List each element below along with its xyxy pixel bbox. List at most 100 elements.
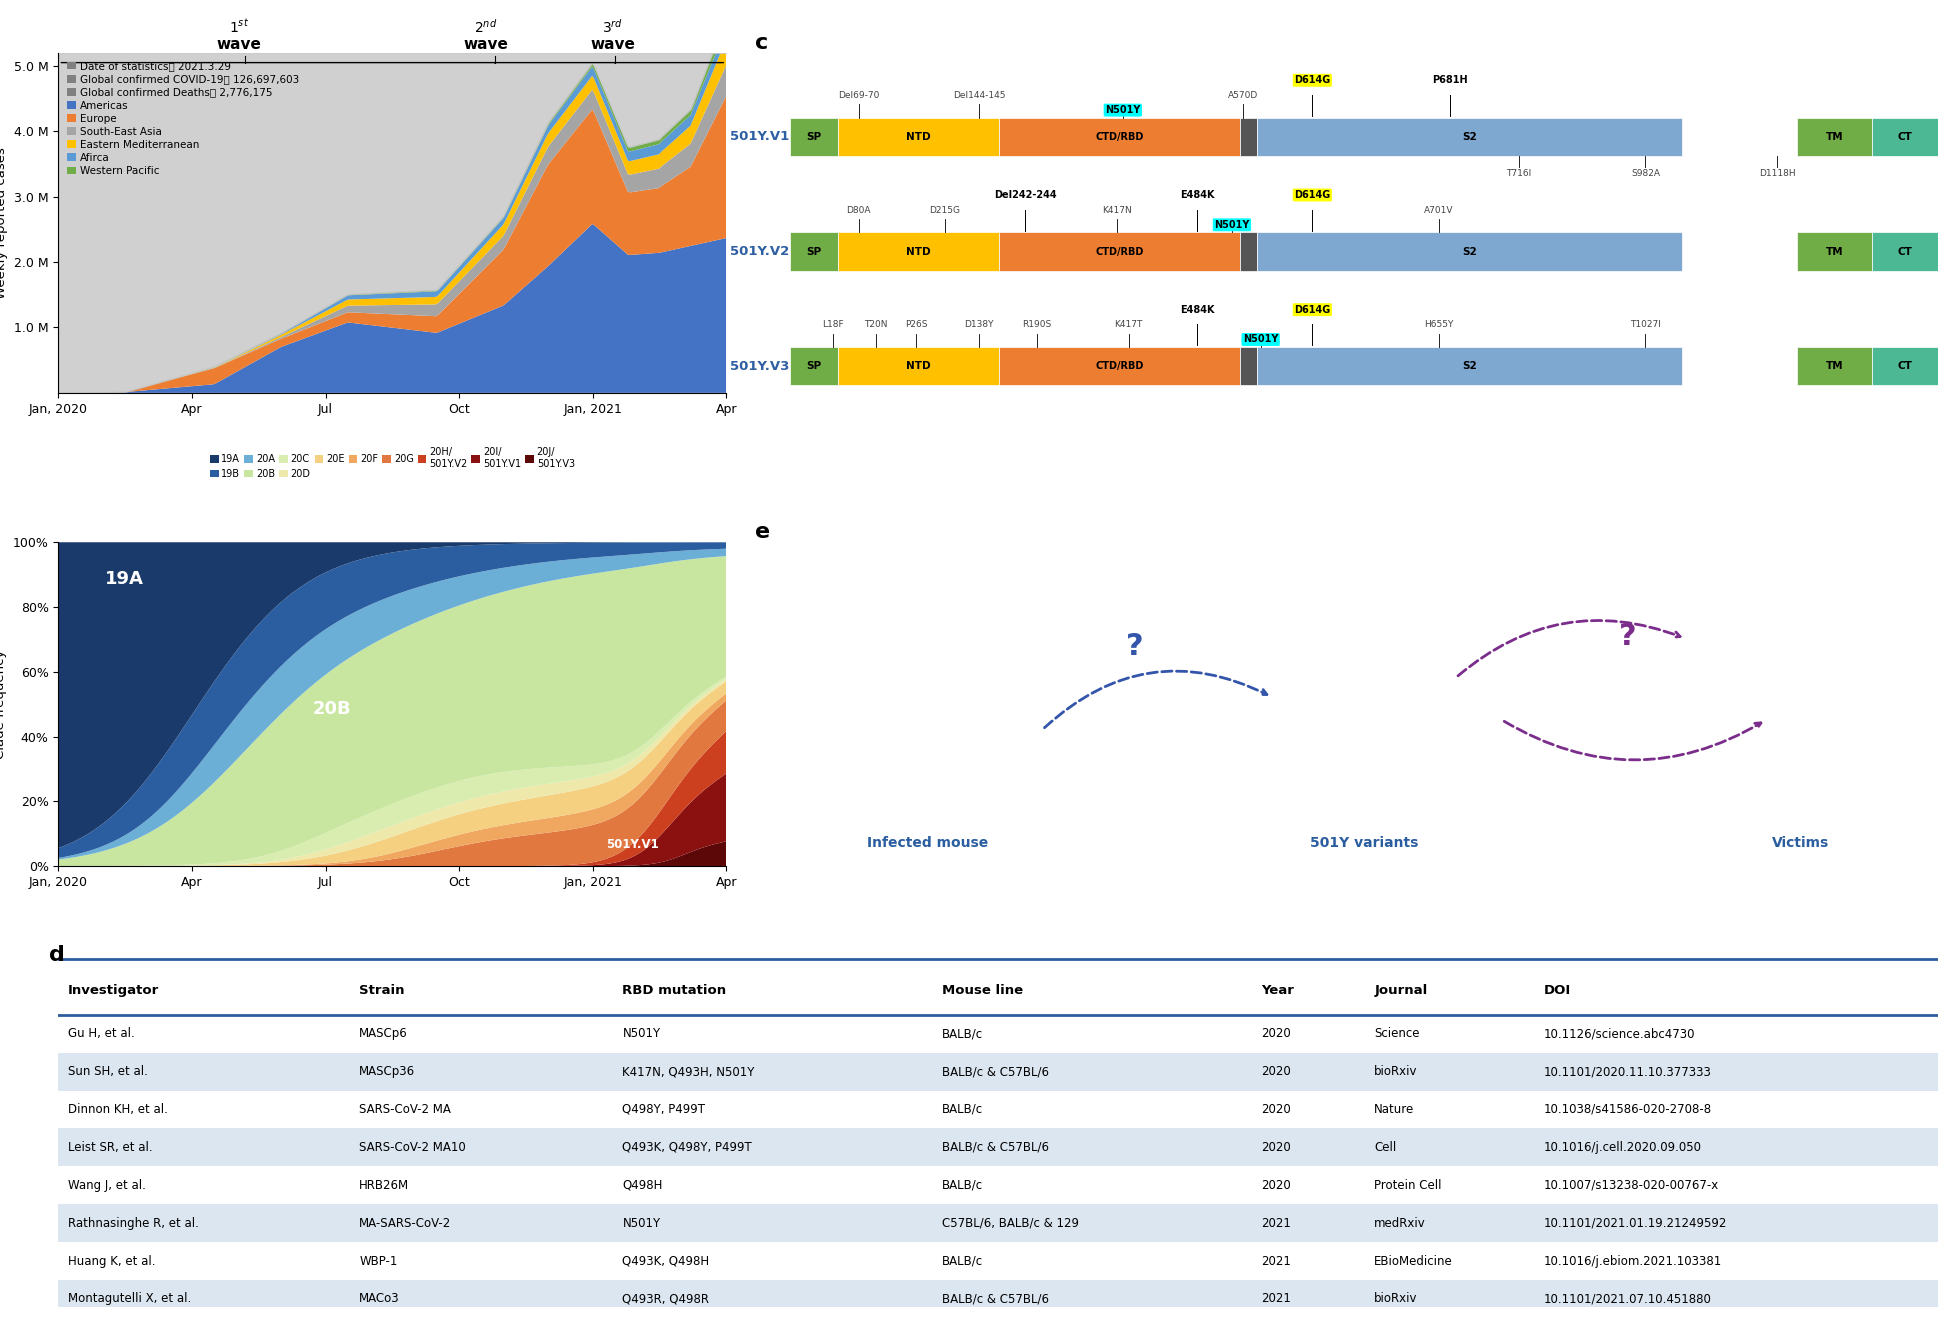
Text: Q498H: Q498H bbox=[623, 1179, 662, 1192]
Text: SP: SP bbox=[806, 132, 822, 143]
Bar bbox=[58, 1129, 1938, 1167]
Text: 1$^{st}$: 1$^{st}$ bbox=[228, 17, 249, 36]
Text: D80A: D80A bbox=[847, 206, 871, 215]
Text: TM: TM bbox=[1825, 247, 1843, 256]
Text: 501Y.V3: 501Y.V3 bbox=[730, 360, 789, 372]
Text: Sun SH, et al.: Sun SH, et al. bbox=[68, 1065, 148, 1078]
Text: P681H: P681H bbox=[1432, 75, 1469, 86]
Text: WBP-1: WBP-1 bbox=[358, 1254, 397, 1267]
Text: BALB/c: BALB/c bbox=[943, 1104, 984, 1115]
Text: CTD/RBD: CTD/RBD bbox=[1095, 132, 1143, 143]
Text: wave: wave bbox=[590, 37, 635, 53]
Text: BALB/c & C57BL/6: BALB/c & C57BL/6 bbox=[943, 1292, 1048, 1305]
Bar bbox=[1872, 117, 1938, 156]
Text: 2020: 2020 bbox=[1262, 1104, 1292, 1115]
Text: 20B: 20B bbox=[312, 700, 351, 718]
Bar bbox=[1256, 347, 1683, 385]
Text: MA-SARS-CoV-2: MA-SARS-CoV-2 bbox=[358, 1217, 452, 1230]
Text: Q493R, Q498R: Q493R, Q498R bbox=[623, 1292, 709, 1305]
Text: Wang J, et al.: Wang J, et al. bbox=[68, 1179, 146, 1192]
Text: 10.1016/j.cell.2020.09.050: 10.1016/j.cell.2020.09.050 bbox=[1543, 1140, 1701, 1154]
Text: Infected mouse: Infected mouse bbox=[867, 836, 988, 850]
Text: N501Y: N501Y bbox=[1105, 106, 1140, 115]
Text: 2020: 2020 bbox=[1262, 1027, 1292, 1040]
Bar bbox=[999, 232, 1241, 271]
Text: 2021: 2021 bbox=[1262, 1254, 1292, 1267]
Legend: Date of statistics： 2021.3.29, Global confirmed COVID-19： 126,697,603, Global co: Date of statistics： 2021.3.29, Global co… bbox=[64, 58, 302, 180]
Text: 2$^{nd}$: 2$^{nd}$ bbox=[473, 17, 497, 36]
Text: Year: Year bbox=[1262, 985, 1293, 997]
Text: S2: S2 bbox=[1463, 132, 1477, 143]
Text: Nature: Nature bbox=[1373, 1104, 1414, 1115]
Text: MACo3: MACo3 bbox=[358, 1292, 399, 1305]
Text: S2: S2 bbox=[1463, 362, 1477, 371]
Bar bbox=[1241, 232, 1256, 271]
Text: T20N: T20N bbox=[865, 321, 888, 329]
Text: 10.1016/j.ebiom.2021.103381: 10.1016/j.ebiom.2021.103381 bbox=[1543, 1254, 1722, 1267]
Bar bbox=[838, 232, 999, 271]
Text: e: e bbox=[756, 521, 769, 543]
Bar bbox=[789, 117, 838, 156]
Text: 2021: 2021 bbox=[1262, 1217, 1292, 1230]
Text: Science: Science bbox=[1373, 1027, 1420, 1040]
Bar bbox=[1872, 347, 1938, 385]
Text: N501Y: N501Y bbox=[623, 1217, 660, 1230]
Text: 501Y.V2: 501Y.V2 bbox=[730, 246, 789, 259]
Text: ?: ? bbox=[1126, 632, 1143, 661]
Bar bbox=[999, 117, 1241, 156]
Text: T716I: T716I bbox=[1506, 169, 1531, 178]
Bar bbox=[789, 347, 838, 385]
Text: K417N, Q493H, N501Y: K417N, Q493H, N501Y bbox=[623, 1065, 754, 1078]
Text: R190S: R190S bbox=[1023, 321, 1052, 329]
Text: Leist SR, et al.: Leist SR, et al. bbox=[68, 1140, 152, 1154]
Text: D138Y: D138Y bbox=[964, 321, 993, 329]
Text: CT: CT bbox=[1897, 132, 1913, 143]
Text: BALB/c: BALB/c bbox=[943, 1254, 984, 1267]
Text: TM: TM bbox=[1825, 362, 1843, 371]
Text: Huang K, et al.: Huang K, et al. bbox=[68, 1254, 156, 1267]
Text: 3$^{rd}$: 3$^{rd}$ bbox=[602, 17, 623, 36]
Text: T1027I: T1027I bbox=[1630, 321, 1662, 329]
Text: CT: CT bbox=[1897, 247, 1913, 256]
Text: Cell: Cell bbox=[1373, 1140, 1397, 1154]
Bar bbox=[838, 117, 999, 156]
Text: SP: SP bbox=[806, 362, 822, 371]
Text: Journal: Journal bbox=[1373, 985, 1428, 997]
Text: A570D: A570D bbox=[1229, 91, 1258, 100]
Text: bioRxiv: bioRxiv bbox=[1373, 1065, 1418, 1078]
Text: A701V: A701V bbox=[1424, 206, 1453, 215]
Text: 501Y variants: 501Y variants bbox=[1309, 836, 1418, 850]
Bar bbox=[999, 347, 1241, 385]
Text: S982A: S982A bbox=[1630, 169, 1660, 178]
Text: bioRxiv: bioRxiv bbox=[1373, 1292, 1418, 1305]
Text: SARS-CoV-2 MA10: SARS-CoV-2 MA10 bbox=[358, 1140, 466, 1154]
Bar bbox=[1256, 117, 1683, 156]
Text: wave: wave bbox=[464, 37, 508, 53]
Text: Victims: Victims bbox=[1773, 836, 1829, 850]
Bar bbox=[789, 232, 838, 271]
Text: 2020: 2020 bbox=[1262, 1140, 1292, 1154]
Text: TM: TM bbox=[1825, 132, 1843, 143]
Text: 2021: 2021 bbox=[1262, 1292, 1292, 1305]
Text: K417T: K417T bbox=[1114, 321, 1143, 329]
Text: D614G: D614G bbox=[1293, 75, 1330, 86]
Text: N501Y: N501Y bbox=[623, 1027, 660, 1040]
Text: DOI: DOI bbox=[1543, 985, 1570, 997]
Text: 10.1007/s13238-020-00767-x: 10.1007/s13238-020-00767-x bbox=[1543, 1179, 1718, 1192]
Text: 501Y.V1: 501Y.V1 bbox=[606, 838, 658, 851]
Text: S2: S2 bbox=[1463, 247, 1477, 256]
Text: 10.1126/science.abc4730: 10.1126/science.abc4730 bbox=[1543, 1027, 1695, 1040]
Text: 10.1101/2020.11.10.377333: 10.1101/2020.11.10.377333 bbox=[1543, 1065, 1712, 1078]
Text: D215G: D215G bbox=[929, 206, 960, 215]
Text: BALB/c: BALB/c bbox=[943, 1027, 984, 1040]
Text: ?: ? bbox=[1619, 622, 1636, 651]
Text: EBioMedicine: EBioMedicine bbox=[1373, 1254, 1453, 1267]
Text: CT: CT bbox=[1897, 362, 1913, 371]
Text: NTD: NTD bbox=[906, 132, 931, 143]
Text: Q498Y, P499T: Q498Y, P499T bbox=[623, 1104, 705, 1115]
Bar bbox=[1796, 232, 1872, 271]
Bar bbox=[1872, 232, 1938, 271]
Bar bbox=[1241, 347, 1256, 385]
Text: D614G: D614G bbox=[1293, 190, 1330, 201]
Text: RBD mutation: RBD mutation bbox=[623, 985, 727, 997]
